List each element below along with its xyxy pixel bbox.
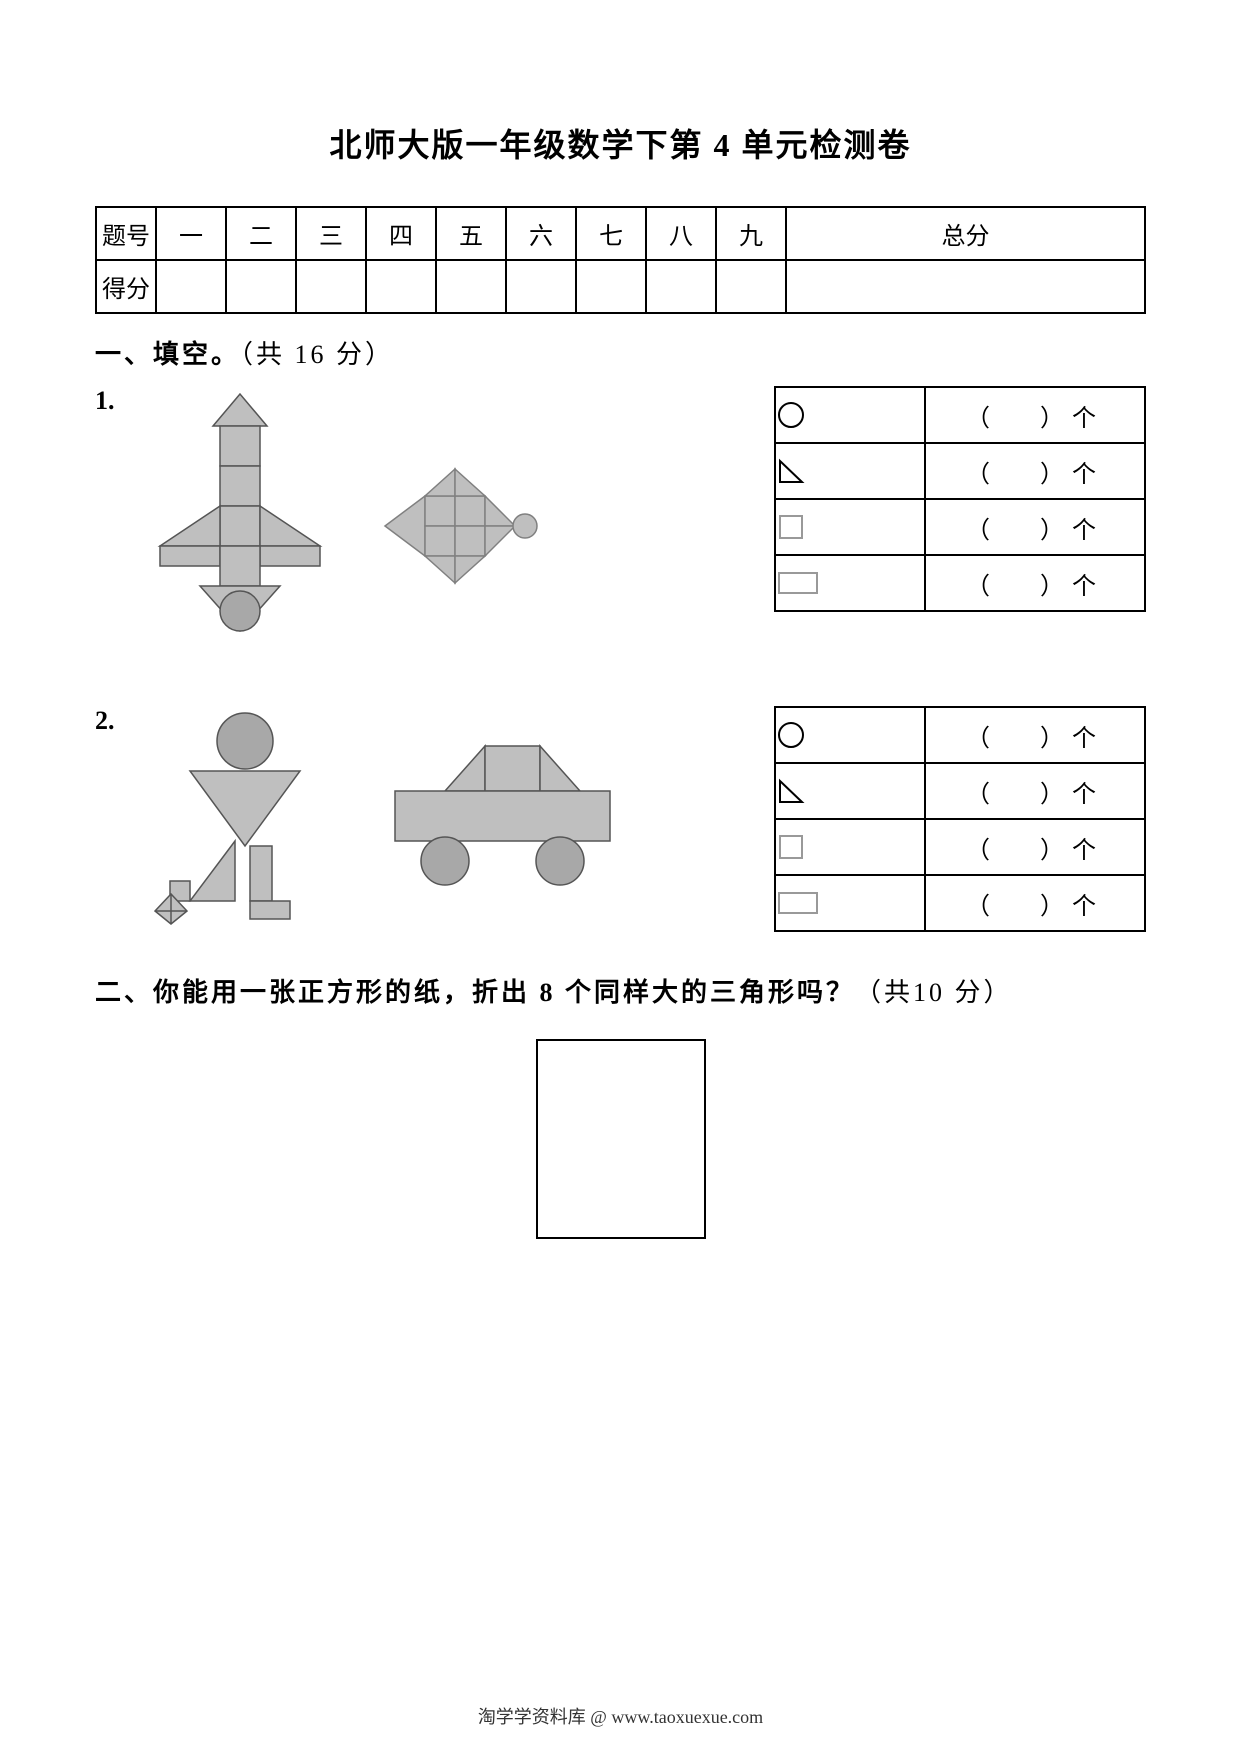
q1-figures [135,386,774,666]
answer-blank[interactable]: （ ）个 [925,499,1145,555]
row-label: 得分 [96,260,156,313]
score-table: 题号 一 二 三 四 五 六 七 八 九 总分 得分 [95,206,1146,314]
answer-blank[interactable]: （ ）个 [925,707,1145,763]
triangle-icon [775,443,925,499]
square-icon [775,499,925,555]
section-2-title: 二、你能用一张正方形的纸，折出 8 个同样大的三角形吗？ [95,978,855,1007]
circle-icon [775,387,925,443]
section-1-heading: 一、填空。（共 16 分） [95,334,1146,371]
question-2: 2. [95,706,1146,932]
rectangle-icon [775,875,925,931]
section-1-points: （共 16 分） [240,340,394,369]
section-1-title: 一、填空。 [95,340,240,369]
col-header: 八 [646,207,716,260]
section-2-heading: 二、你能用一张正方形的纸，折出 8 个同样大的三角形吗？（共10 分） [95,972,1146,1009]
question-number: 2. [95,706,135,736]
table-row: （ ）个 [775,875,1145,931]
table-row: 得分 [96,260,1145,313]
triangle-icon [775,763,925,819]
square-icon [775,819,925,875]
col-total: 总分 [786,207,1145,260]
score-cell[interactable] [366,260,436,313]
answer-blank[interactable]: （ ）个 [925,875,1145,931]
table-row: （ ）个 [775,763,1145,819]
score-cell[interactable] [786,260,1145,313]
row-label: 题号 [96,207,156,260]
score-cell[interactable] [576,260,646,313]
col-header: 九 [716,207,786,260]
table-row: 题号 一 二 三 四 五 六 七 八 九 总分 [96,207,1145,260]
question-number: 1. [95,386,135,416]
score-cell[interactable] [646,260,716,313]
answer-blank[interactable]: （ ）个 [925,555,1145,611]
score-cell[interactable] [296,260,366,313]
table-row: （ ）个 [775,555,1145,611]
col-header: 三 [296,207,366,260]
question-1: 1. [95,386,1146,666]
rocket-figure [135,386,345,666]
col-header: 六 [506,207,576,260]
score-cell[interactable] [156,260,226,313]
section-2-points: （共10 分） [855,978,1013,1007]
score-cell[interactable] [716,260,786,313]
col-header: 四 [366,207,436,260]
table-row: （ ）个 [775,443,1145,499]
col-header: 一 [156,207,226,260]
col-header: 二 [226,207,296,260]
answer-blank[interactable]: （ ）个 [925,819,1145,875]
car-figure [375,731,625,901]
q2-figures [135,706,774,926]
col-header: 五 [436,207,506,260]
fold-square-box[interactable] [536,1039,706,1239]
q2-answer-table: （ ）个 （ ）个 （ ）个 （ ）个 [774,706,1146,932]
answer-blank[interactable]: （ ）个 [925,763,1145,819]
score-cell[interactable] [226,260,296,313]
answer-blank[interactable]: （ ）个 [925,387,1145,443]
rectangle-icon [775,555,925,611]
score-cell[interactable] [436,260,506,313]
score-cell[interactable] [506,260,576,313]
table-row: （ ）个 [775,387,1145,443]
table-row: （ ）个 [775,707,1145,763]
answer-blank[interactable]: （ ）个 [925,443,1145,499]
circle-icon [775,707,925,763]
table-row: （ ）个 [775,819,1145,875]
page-title: 北师大版一年级数学下第 4 单元检测卷 [95,120,1146,166]
col-header: 七 [576,207,646,260]
page-footer: 淘学学资料库 @ www.taoxuexue.com [0,1703,1241,1729]
fish-figure [375,451,565,601]
person-figure [135,706,345,926]
table-row: （ ）个 [775,499,1145,555]
q1-answer-table: （ ）个 （ ）个 （ ）个 （ ）个 [774,386,1146,612]
